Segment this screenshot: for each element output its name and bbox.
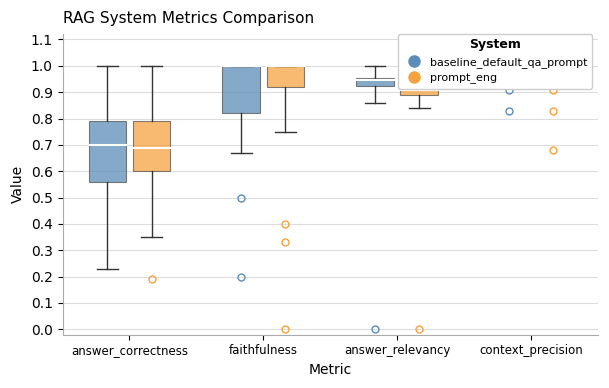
X-axis label: Metric: Metric: [309, 363, 352, 377]
Bar: [89, 121, 126, 182]
Bar: [267, 66, 304, 87]
Bar: [534, 64, 572, 66]
Bar: [133, 121, 171, 171]
Bar: [222, 66, 260, 113]
Legend: baseline_default_qa_prompt, prompt_eng: baseline_default_qa_prompt, prompt_eng: [398, 34, 593, 88]
Bar: [490, 64, 527, 66]
Text: RAG System Metrics Comparison: RAG System Metrics Comparison: [63, 11, 314, 26]
Bar: [401, 84, 438, 95]
Y-axis label: Value: Value: [11, 165, 25, 203]
Bar: [356, 78, 394, 86]
